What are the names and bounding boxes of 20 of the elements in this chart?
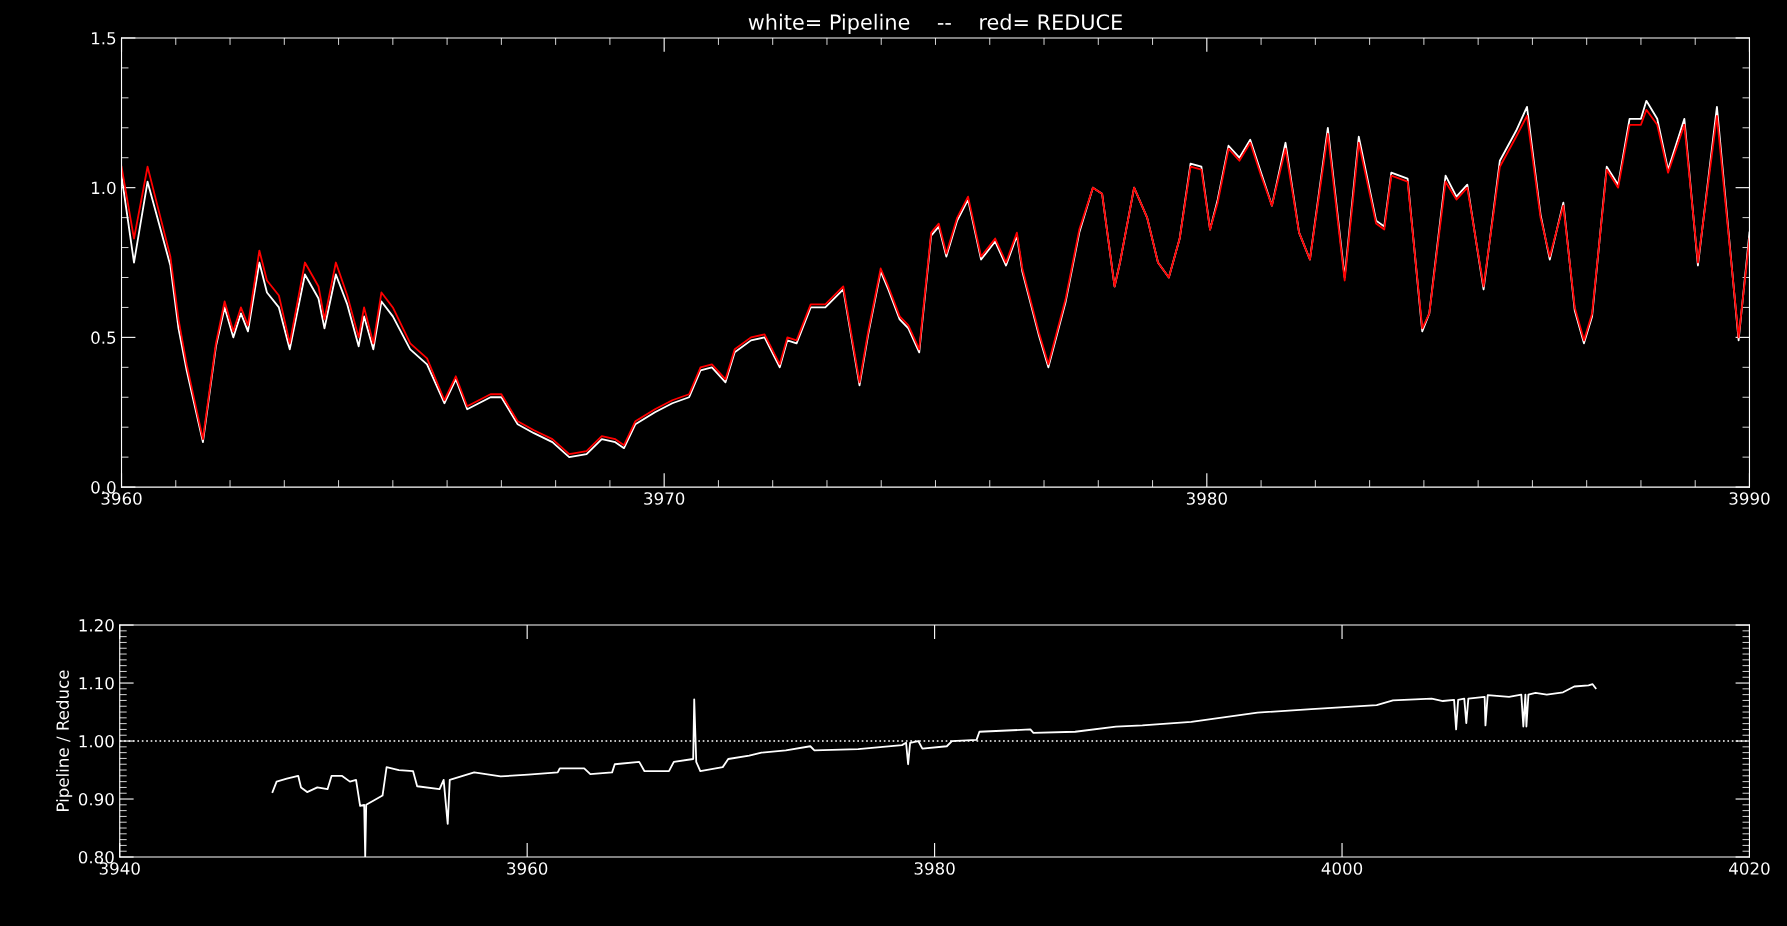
- x-tick-label: 3960: [507, 862, 548, 875]
- x-tick-label: 4000: [1321, 862, 1363, 875]
- y-tick-label: 0.90: [78, 792, 114, 806]
- chart-title: white= Pipeline -- red= REDUCE: [748, 13, 1122, 34]
- y-tick-label: 1.20: [79, 619, 114, 632]
- y-axis-title: Pipeline / Reduce: [56, 670, 73, 811]
- y-tick-label: 1.5: [91, 32, 116, 45]
- y-tick-label: 1.10: [79, 677, 114, 690]
- x-tick-label: 3960: [101, 492, 142, 505]
- x-tick-label: 3990: [1729, 492, 1770, 505]
- y-tick-label: 0.5: [91, 331, 116, 344]
- y-tick-label: 0.0: [91, 481, 116, 494]
- y-tick-label: 1.0: [91, 181, 116, 195]
- y-tick-label: 1.00: [79, 734, 114, 748]
- x-tick-label: 3970: [644, 492, 685, 505]
- x-tick-label: 3980: [1186, 492, 1227, 505]
- x-tick-label: 4020: [1729, 862, 1770, 875]
- x-tick-label: 3980: [914, 862, 955, 875]
- x-tick-label: 3940: [99, 862, 140, 875]
- y-tick-label: 0.80: [78, 850, 114, 864]
